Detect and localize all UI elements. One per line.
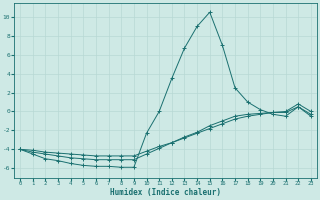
X-axis label: Humidex (Indice chaleur): Humidex (Indice chaleur) [110, 188, 221, 197]
